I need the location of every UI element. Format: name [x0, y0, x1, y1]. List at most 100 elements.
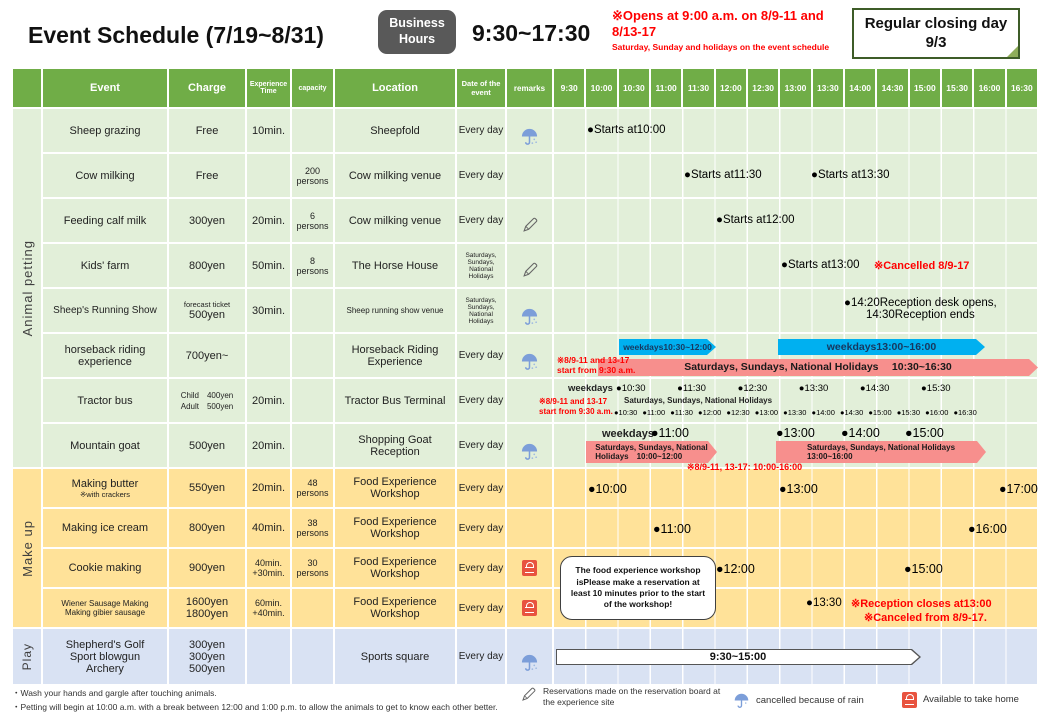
timeline-entry: ●11:00	[653, 522, 691, 536]
timeline-cancel-note: ※Cancelled 8/9-17	[874, 260, 970, 272]
col-experience-time: Experience Time	[246, 68, 291, 108]
experience-time	[246, 153, 291, 198]
remarks-cell	[506, 153, 553, 198]
closing-date: 9/3	[925, 33, 947, 51]
col-time-1300: 13:00	[779, 68, 812, 108]
timeline-entry: ●15:00	[905, 426, 944, 440]
event-date: Every day	[456, 153, 506, 198]
footer-notes: ・Wash your hands and gargle after touchi…	[12, 686, 498, 714]
reservation-pencil-icon	[521, 249, 539, 282]
take-home-bag-icon	[522, 600, 537, 616]
col-time-1100: 11:00	[649, 68, 683, 108]
event-name: Making butter ※with crackers	[42, 468, 168, 508]
capacity	[291, 378, 334, 423]
holiday-arrow: Saturdays, Sundays, National Holidays 13…	[776, 441, 986, 463]
timeline-entry: ●Starts at10:00	[587, 124, 666, 136]
remarks-cell	[506, 198, 553, 243]
location: Cow milking venue	[334, 198, 456, 243]
capacity: 30 persons	[291, 548, 334, 588]
timeline-tractor-bus: weekdays ●10:30 ●11:30 ●12:30 ●13:30 ●14…	[539, 378, 1038, 423]
event-name: Making ice cream	[42, 508, 168, 548]
event-subtitle: ※with crackers	[79, 489, 131, 499]
event-date: Every day	[456, 108, 506, 153]
weekday-arrow: weekdays13:00~16:00	[778, 339, 985, 355]
experience-time: 20min.	[246, 378, 291, 423]
timeline-making-butter: ●10:00 ●13:00 ●17:00	[553, 468, 1038, 508]
capacity	[291, 288, 334, 333]
location: Sheep running show venue	[334, 288, 456, 333]
capacity	[291, 333, 334, 378]
event-title: Making butter	[71, 477, 139, 490]
timeline-entry: ●Starts at13:30	[811, 169, 890, 181]
col-time-1330: 13:30	[811, 68, 844, 108]
event-name: Feeding calf milk	[42, 198, 168, 243]
remarks-cell	[506, 508, 553, 548]
charge: 800yen	[168, 508, 246, 548]
remarks-cell	[506, 628, 553, 685]
timeline-entry: ●16:00	[968, 522, 1007, 536]
charge: 500yen	[168, 423, 246, 468]
event-date: Every day	[456, 378, 506, 423]
remarks-cell	[506, 333, 553, 378]
rain-cancel-icon	[520, 295, 539, 326]
capacity	[291, 588, 334, 628]
opening-note-main: ※Opens at 9:00 a.m. on 8/9-11 and 8/13-1…	[612, 8, 824, 40]
experience-time: 50min.	[246, 243, 291, 288]
timeline-play: 9:30~15:00	[553, 628, 1038, 685]
schedule-table: Event Charge Experience Time capacity Lo…	[12, 68, 1038, 685]
legend-rain-text: cancelled because of rain	[756, 694, 864, 706]
timeline-entry: ●17:00	[999, 482, 1038, 496]
col-remarks: remarks	[506, 68, 553, 108]
charge-value: 500yen	[188, 309, 226, 321]
holiday-times: ●10:30 ●11:00 ●11:30 ●12:00 ●12:30 ●13:0…	[614, 408, 977, 417]
col-time-1200: 12:00	[714, 68, 747, 108]
legend-reservation-text: Reservations made on the reservation boa…	[543, 686, 721, 707]
remarks-cell	[506, 108, 553, 153]
experience-time	[246, 628, 291, 685]
event-name: Wiener Sausage Making Making gibier saus…	[42, 588, 168, 628]
timeline-kids-farm: ●Starts at13:00 ※Cancelled 8/9-17	[553, 243, 1038, 288]
location: Shopping Goat Reception	[334, 423, 456, 468]
closing-label: Regular closing day	[864, 14, 1008, 32]
col-capacity: capacity	[291, 68, 334, 108]
legend-takehome: Available to take home	[902, 692, 1019, 708]
event-name: Sheep grazing	[42, 108, 168, 153]
timeline-entry: ●Starts at12:00	[716, 214, 795, 226]
business-hours-value: 9:30~17:30	[472, 20, 591, 46]
remarks-cell	[506, 548, 553, 588]
legend-takehome-text: Available to take home	[923, 694, 1019, 706]
reservation-pencil-icon	[520, 686, 537, 708]
capacity: 200 persons	[291, 153, 334, 198]
col-charge: Charge	[168, 68, 246, 108]
location: Sports square	[334, 628, 456, 685]
experience-time: 40min. +30min.	[246, 548, 291, 588]
timeline-sheep-show: ●14:20Reception desk opens, 14:30Recepti…	[553, 288, 1038, 333]
col-time-930: 9:30	[553, 68, 586, 108]
timeline-entry: ●13:30	[806, 597, 842, 609]
charge: Child 400yen Adult 500yen	[168, 378, 246, 423]
location: The Horse House	[334, 243, 456, 288]
charge: 550yen	[168, 468, 246, 508]
location: Food Experience Workshop	[334, 508, 456, 548]
remarks-cell	[506, 243, 553, 288]
capacity	[291, 423, 334, 468]
timeline-cow-milking: ●Starts at11:30 ●Starts at13:30	[553, 153, 1038, 198]
holiday-arrow: Saturdays, Sundays, National Holidays 10…	[586, 441, 717, 463]
col-time-1500: 15:00	[908, 68, 941, 108]
remarks-cell	[506, 468, 553, 508]
col-time-1400: 14:00	[843, 68, 877, 108]
experience-time: 10min.	[246, 108, 291, 153]
timeline-note-red: ※Canceled from 8/9-17.	[864, 612, 987, 624]
event-name: Tractor bus	[42, 378, 168, 423]
location: Cow milking venue	[334, 153, 456, 198]
rain-cancel-icon	[520, 340, 539, 371]
event-name: Mountain goat	[42, 423, 168, 468]
holiday-arrow: Saturdays, Sundays, National Holidays 10…	[598, 359, 1038, 376]
timeline-mountain-goat: weekdays ●11:00 ●13:00 ●14:00 ●15:00 Sat…	[553, 423, 1038, 472]
experience-time: 60min. +40min.	[246, 588, 291, 628]
capacity	[291, 628, 334, 685]
play-hours-arrow: 9:30~15:00	[556, 649, 921, 665]
event-name: horseback riding experience	[42, 333, 168, 378]
event-date: Every day	[456, 628, 506, 685]
holidays-label: Saturdays, Sundays, National Holidays	[624, 396, 773, 405]
